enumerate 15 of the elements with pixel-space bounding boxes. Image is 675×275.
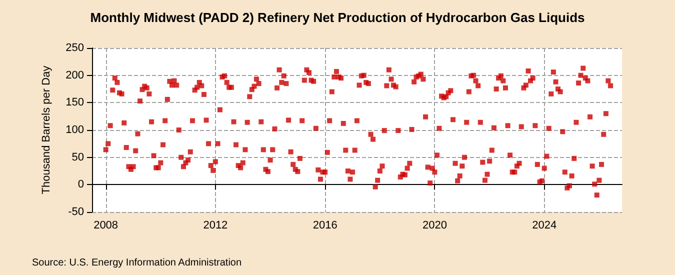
- y-tick-label: -50: [68, 206, 84, 218]
- source-note: Source: U.S. Energy Information Administration: [32, 258, 242, 268]
- x-tick-label: 2020: [422, 220, 447, 232]
- x-tick-label: 2012: [203, 220, 228, 232]
- chart-title: Monthly Midwest (PADD 2) Refinery Net Production of Hydrocarbon Gas Liquids: [90, 10, 585, 25]
- x-tick-label: 2024: [532, 220, 557, 232]
- y-tick-label: 250: [66, 42, 84, 54]
- y-tick-label: 200: [66, 69, 84, 82]
- y-tick-label: 100: [66, 124, 84, 136]
- y-tick-label: 50: [72, 151, 84, 164]
- y-tick-label: 150: [66, 96, 84, 109]
- x-tick-label: 2008: [94, 220, 118, 232]
- y-axis-title: Thousand Barrels per Day: [40, 65, 52, 194]
- x-tick-label: 2016: [312, 220, 338, 232]
- y-tick-label: 0: [78, 178, 84, 191]
